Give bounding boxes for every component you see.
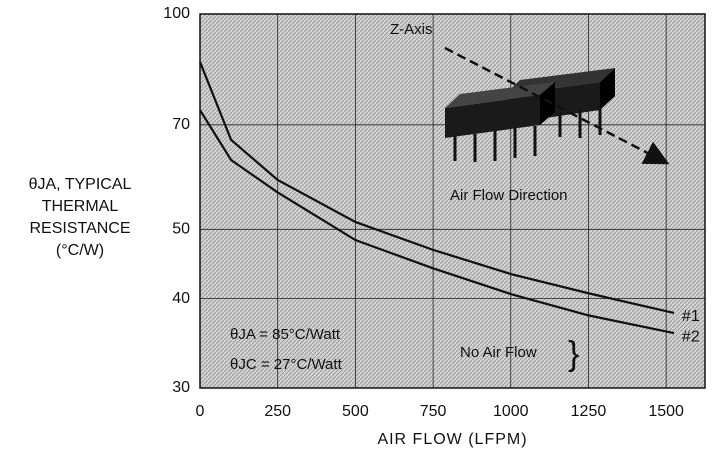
x-tick-label: 500 [342, 403, 369, 420]
series-line [199, 109, 675, 335]
y-tick-label: 50 [172, 221, 190, 238]
x-axis-label: AIR FLOW (LFPM) [377, 431, 527, 448]
x-tick-label: 250 [264, 403, 291, 420]
series-line [198, 61, 675, 315]
y-tick-label: 100 [163, 5, 190, 22]
x-tick-label: 750 [420, 403, 447, 420]
x-tick-label: 0 [196, 403, 205, 420]
x-tick-label: 1500 [648, 403, 684, 420]
y-axis-label: THERMAL [42, 198, 119, 215]
x-tick-label: 1000 [493, 403, 529, 420]
annotation: Z-Axis [390, 21, 433, 38]
x-tick-label: 1250 [571, 403, 607, 420]
annotation: Air Flow Direction [450, 187, 568, 204]
plot-background [200, 14, 705, 388]
annotation: No Air Flow [460, 344, 537, 361]
plot-frame [199, 13, 706, 389]
y-axis-label: (°C/W) [56, 242, 104, 259]
series-label: #2 [682, 328, 700, 345]
series-label: #1 [682, 308, 700, 325]
y-axis-label: RESISTANCE [29, 220, 130, 237]
y-axis-label: θJA, TYPICAL [29, 176, 132, 193]
y-tick-label: 70 [172, 116, 190, 133]
brace: } [568, 335, 579, 373]
annotation: θJA = 85°C/Watt [230, 326, 341, 343]
y-tick-label: 40 [172, 290, 190, 307]
annotation: θJC = 27°C/Watt [230, 356, 343, 373]
y-tick-label: 30 [172, 379, 190, 396]
chip-illustration [445, 68, 615, 162]
